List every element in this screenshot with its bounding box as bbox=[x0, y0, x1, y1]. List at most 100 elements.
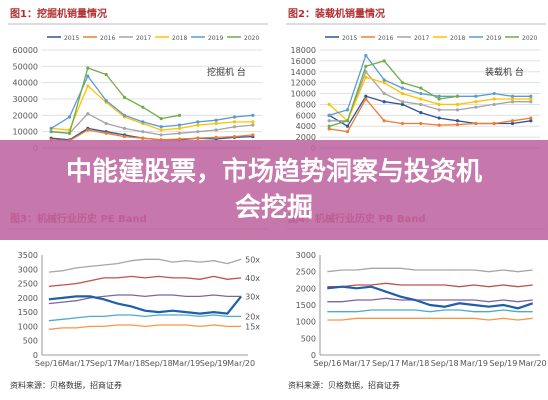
chart-title: 图1：挖掘机销量情况 bbox=[10, 7, 107, 20]
series-label: 20x bbox=[245, 312, 260, 321]
series-line bbox=[48, 324, 242, 330]
y-tick-label: 2000 bbox=[18, 294, 38, 303]
point bbox=[159, 128, 163, 132]
legend-label: 2016 bbox=[378, 35, 393, 42]
point bbox=[49, 130, 53, 134]
point bbox=[437, 116, 441, 120]
point bbox=[67, 131, 72, 135]
point bbox=[251, 133, 255, 137]
y-tick-label: 0 bbox=[311, 351, 316, 360]
series-line bbox=[327, 297, 533, 303]
x-tick-label: Sep/17 bbox=[372, 359, 400, 368]
point bbox=[327, 124, 331, 128]
y-tick-label: 8000 bbox=[296, 100, 316, 109]
point bbox=[492, 91, 496, 96]
point bbox=[510, 119, 515, 123]
point bbox=[437, 108, 441, 112]
series-line bbox=[51, 112, 253, 136]
series-line bbox=[51, 67, 180, 134]
point bbox=[529, 97, 533, 101]
y-tick-label: 2000 bbox=[296, 284, 316, 293]
y-tick-label: 14000 bbox=[291, 68, 316, 77]
point bbox=[364, 53, 368, 58]
point bbox=[400, 121, 405, 126]
point bbox=[364, 75, 368, 79]
x-tick-label: Sep/18 bbox=[431, 359, 459, 368]
point bbox=[529, 100, 533, 104]
y-tick-label: 10000 bbox=[13, 128, 38, 137]
point bbox=[419, 121, 423, 126]
point bbox=[345, 130, 350, 134]
point bbox=[214, 118, 218, 122]
y-tick-label: 0 bbox=[33, 351, 38, 360]
point bbox=[400, 100, 405, 104]
point bbox=[455, 119, 460, 123]
x-tick-label: Mar/18 bbox=[401, 359, 429, 368]
point bbox=[455, 122, 460, 127]
y-tick-label: 16000 bbox=[291, 57, 316, 66]
point bbox=[400, 102, 405, 107]
point bbox=[159, 125, 163, 129]
x-tick-label: Mar/17 bbox=[343, 359, 371, 368]
y-tick-label: 30000 bbox=[13, 95, 38, 104]
point bbox=[400, 91, 405, 96]
point bbox=[364, 70, 368, 74]
y-tick-label: 60000 bbox=[13, 46, 38, 55]
point bbox=[510, 121, 515, 126]
series-line bbox=[48, 258, 242, 273]
point bbox=[86, 74, 90, 78]
point bbox=[196, 120, 200, 124]
point bbox=[327, 119, 331, 123]
source: 资料来源：贝格数据，招商证券 bbox=[10, 380, 122, 390]
point bbox=[345, 108, 350, 112]
y-tick-label: 18000 bbox=[291, 46, 316, 55]
point bbox=[196, 130, 200, 134]
point bbox=[141, 105, 145, 109]
point bbox=[382, 100, 386, 104]
point bbox=[492, 102, 496, 107]
series-line bbox=[327, 267, 533, 273]
point bbox=[382, 81, 386, 85]
point bbox=[232, 115, 237, 119]
point bbox=[159, 133, 163, 137]
series-line bbox=[48, 314, 242, 322]
series-line bbox=[329, 97, 531, 133]
banner-title: 中能建股票，市场趋势洞察与投资机会挖掘 bbox=[65, 157, 482, 223]
point bbox=[196, 136, 200, 140]
point bbox=[510, 97, 515, 101]
point bbox=[510, 94, 515, 98]
point bbox=[214, 121, 218, 126]
point bbox=[455, 94, 460, 98]
point bbox=[419, 86, 423, 90]
point bbox=[474, 121, 478, 126]
point bbox=[177, 126, 182, 130]
series-line bbox=[48, 294, 242, 305]
point bbox=[492, 121, 496, 126]
point bbox=[327, 127, 331, 131]
x-tick-label: Mar/20 bbox=[227, 359, 255, 368]
x-tick-label: Mar/19 bbox=[460, 359, 488, 368]
series-line bbox=[327, 282, 533, 288]
point bbox=[122, 134, 127, 139]
point bbox=[474, 94, 478, 98]
legend-label: 2020 bbox=[522, 35, 537, 42]
series-line bbox=[329, 54, 531, 116]
point bbox=[455, 108, 460, 112]
point bbox=[196, 123, 200, 127]
point bbox=[327, 113, 331, 117]
point bbox=[86, 84, 90, 88]
point bbox=[419, 111, 423, 115]
series-label: 15x bbox=[245, 322, 260, 331]
x-tick-label: Mar/17 bbox=[62, 359, 90, 368]
point bbox=[86, 128, 90, 132]
point bbox=[345, 119, 350, 123]
series-line bbox=[48, 295, 242, 315]
point bbox=[419, 102, 423, 107]
point bbox=[529, 116, 533, 120]
point bbox=[437, 102, 441, 107]
point bbox=[177, 131, 182, 135]
series-line bbox=[50, 74, 253, 129]
legend-label: 2019 bbox=[208, 35, 223, 42]
x-tick-label: Sep/19 bbox=[200, 359, 228, 368]
point bbox=[251, 113, 255, 117]
